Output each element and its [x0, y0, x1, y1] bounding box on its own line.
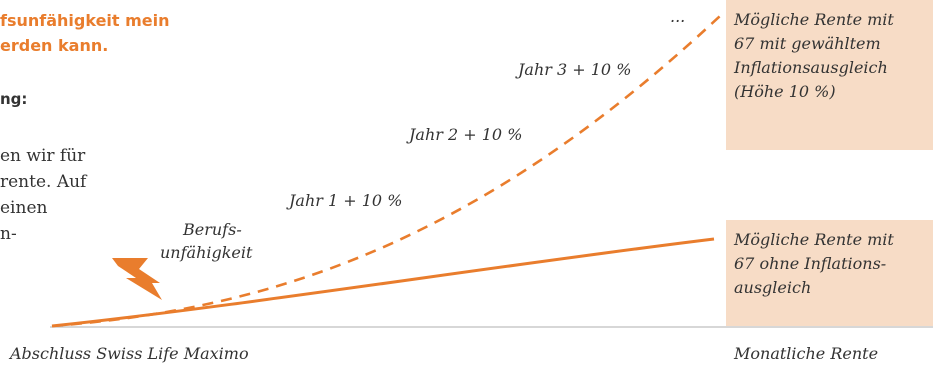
- callout-with-inflation: Mögliche Rente mit 67 mit gewähltem Infl…: [726, 0, 933, 150]
- ellipsis-label: ...: [670, 7, 685, 26]
- year2-label: Jahr 2 + 10 %: [406, 125, 522, 144]
- axis-start-label: Abschluss Swiss Life Maximo: [10, 344, 249, 363]
- body-paragraph: en wir für rente. Auf einen n-: [0, 143, 86, 247]
- callout-with-inflation-line-2: 67 mit gewähltem: [734, 34, 881, 53]
- body-line-2: rente. Auf: [0, 172, 87, 192]
- body-line-4: n-: [0, 224, 17, 244]
- callout-with-inflation-line-1: Mögliche Rente mit: [734, 10, 894, 29]
- body-line-3: einen: [0, 198, 48, 218]
- callout-with-inflation-line-4: (Höhe 10 %): [734, 82, 836, 101]
- year3-label: Jahr 3 + 10 %: [515, 60, 631, 79]
- subheading: ng:: [0, 90, 28, 108]
- headline-line-1: fsunfähigkeit mein: [0, 11, 170, 30]
- body-line-1: en wir für: [0, 146, 86, 166]
- axis-end-label: Monatliche Rente: [734, 344, 879, 363]
- callout-without-inflation: Mögliche Rente mit 67 ohne Inflations- a…: [726, 220, 933, 326]
- disability-label-line-2: unfähigkeit: [160, 243, 253, 262]
- headline: fsunfähigkeit mein erden kann.: [0, 8, 170, 58]
- curve-without-inflation: [51, 237, 715, 328]
- callout-with-inflation-line-3: Inflationsausgleich: [734, 58, 888, 77]
- year1-label: Jahr 1 + 10 %: [286, 191, 402, 210]
- headline-line-2: erden kann.: [0, 36, 109, 55]
- callout-without-inflation-line-3: ausgleich: [734, 278, 812, 297]
- lightning-icon: [112, 258, 162, 300]
- curve-with-inflation: [51, 15, 721, 328]
- callout-without-inflation-line-1: Mögliche Rente mit: [734, 230, 894, 249]
- callout-without-inflation-line-2: 67 ohne Inflations-: [734, 254, 887, 273]
- intro-text-block: fsunfähigkeit mein erden kann. ng: en wi…: [0, 0, 240, 300]
- disability-label-line-1: Berufs-: [182, 220, 242, 239]
